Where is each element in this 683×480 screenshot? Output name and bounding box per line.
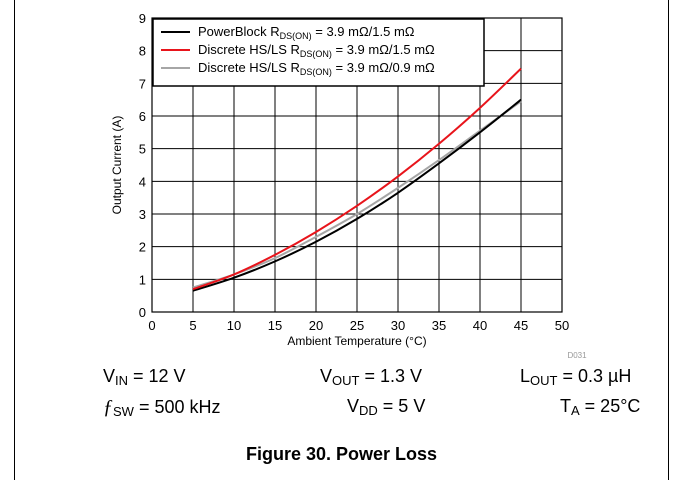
x-tick-label: 30 xyxy=(391,318,405,333)
legend-entry-1: PowerBlock RDS(ON) = 3.9 mΩ/1.5 mΩ xyxy=(198,24,415,41)
y-tick-label: 3 xyxy=(139,207,146,222)
y-tick-label: 7 xyxy=(139,76,146,91)
x-tick-label: 5 xyxy=(189,318,196,333)
y-tick-label: 2 xyxy=(139,240,146,255)
series-line-2 xyxy=(192,67,522,291)
y-tick-label: 9 xyxy=(139,11,146,26)
legend-entry-2: Discrete HS/LS RDS(ON) = 3.9 mΩ/1.5 mΩ xyxy=(198,42,435,59)
x-tick-label: 25 xyxy=(350,318,364,333)
lout-condition: LOUT = 0.3 µH xyxy=(520,366,632,388)
y-axis-label: Output Current (A) xyxy=(110,116,124,215)
x-tick-label: 0 xyxy=(148,318,155,333)
chart-watermark: D031 xyxy=(567,351,587,360)
x-tick-label: 35 xyxy=(432,318,446,333)
y-tick-label: 8 xyxy=(139,44,146,59)
x-tick-label: 15 xyxy=(268,318,282,333)
plot-area xyxy=(151,17,563,313)
x-tick-label: 20 xyxy=(309,318,323,333)
y-tick-label: 1 xyxy=(139,272,146,287)
ta-condition: TA = 25°C xyxy=(560,396,641,418)
fsw-condition: ƒSW = 500 kHz xyxy=(103,396,221,419)
x-tick-label: 10 xyxy=(227,318,241,333)
y-tick-label: 4 xyxy=(139,174,146,189)
x-tick-label: 50 xyxy=(555,318,569,333)
y-tick-label: 5 xyxy=(139,142,146,157)
y-tick-label: 0 xyxy=(139,305,146,320)
vdd-condition: VDD = 5 V xyxy=(347,396,426,418)
vout-condition: VOUT = 1.3 V xyxy=(320,366,423,388)
left-border xyxy=(14,0,15,480)
series-line-1 xyxy=(192,98,522,292)
x-axis-label: Ambient Temperature (°C) xyxy=(287,334,426,348)
vin-condition: VIN = 12 V xyxy=(103,366,186,388)
x-tick-label: 40 xyxy=(473,318,487,333)
legend-box xyxy=(152,18,485,87)
legend-entry-3: Discrete HS/LS RDS(ON) = 3.9 mΩ/0.9 mΩ xyxy=(198,60,435,77)
figure-caption: Figure 30. Power Loss xyxy=(245,444,438,464)
right-border xyxy=(668,0,669,480)
y-tick-label: 6 xyxy=(139,109,146,124)
x-tick-label: 45 xyxy=(514,318,528,333)
